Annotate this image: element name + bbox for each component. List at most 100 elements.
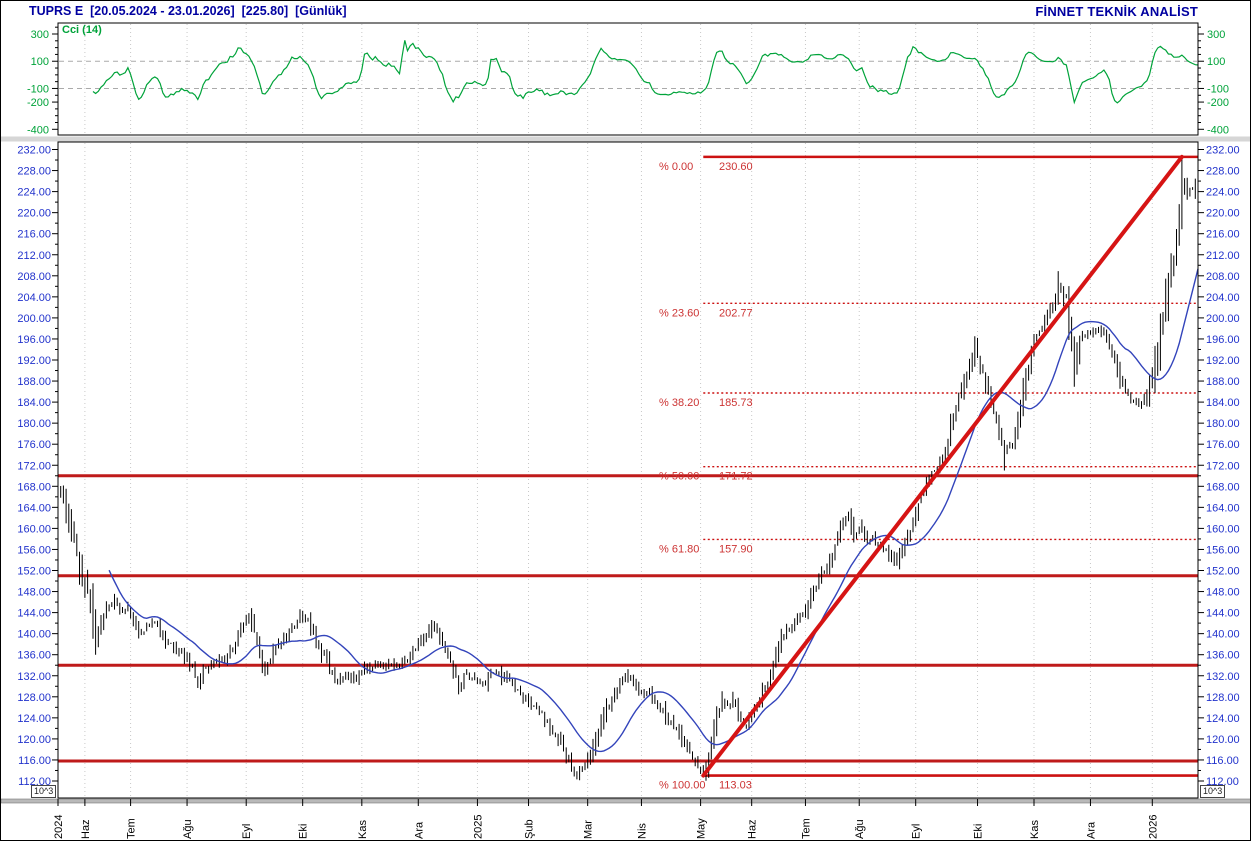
svg-text:132.00: 132.00 — [1206, 671, 1240, 683]
svg-text:212.00: 212.00 — [1206, 250, 1240, 262]
svg-text:2026: 2026 — [1147, 815, 1159, 839]
svg-text:Haz: Haz — [747, 819, 759, 839]
svg-text:128.00: 128.00 — [1206, 692, 1240, 704]
svg-text:220.00: 220.00 — [17, 208, 51, 220]
svg-text:176.00: 176.00 — [17, 439, 51, 451]
svg-text:192.00: 192.00 — [1206, 355, 1240, 367]
svg-text:212.00: 212.00 — [17, 250, 51, 262]
svg-text:204.00: 204.00 — [1206, 292, 1240, 304]
chart-title: TUPRS E [20.05.2024 - 23.01.2026] [225.8… — [29, 4, 347, 18]
svg-text:188.00: 188.00 — [17, 376, 51, 388]
cci-indicator-label: Cci (14) — [62, 24, 102, 36]
svg-text:208.00: 208.00 — [1206, 271, 1240, 283]
svg-text:180.00: 180.00 — [17, 418, 51, 430]
svg-text:300: 300 — [31, 29, 49, 41]
svg-text:196.00: 196.00 — [17, 334, 51, 346]
svg-text:300: 300 — [1207, 29, 1225, 41]
svg-text:216.00: 216.00 — [1206, 229, 1240, 241]
svg-text:Nis: Nis — [636, 823, 648, 839]
svg-text:140.00: 140.00 — [1206, 629, 1240, 641]
main-price-panel: % 0.00 230.60 % 23.60 202.77 % 38.20 185.73 % … — [57, 141, 1199, 799]
svg-text:160.00: 160.00 — [1206, 523, 1240, 535]
svg-text:-400: -400 — [27, 124, 49, 136]
svg-text:152.00: 152.00 — [1206, 566, 1240, 578]
svg-text:144.00: 144.00 — [1206, 608, 1240, 620]
svg-text:200.00: 200.00 — [17, 313, 51, 325]
svg-text:220.00: 220.00 — [1206, 208, 1240, 220]
svg-text:152.00: 152.00 — [17, 566, 51, 578]
svg-text:176.00: 176.00 — [1206, 439, 1240, 451]
svg-text:185.73: 185.73 — [719, 397, 753, 409]
svg-text:224.00: 224.00 — [1206, 187, 1240, 199]
svg-text:Ara: Ara — [1085, 821, 1097, 839]
svg-text:224.00: 224.00 — [17, 187, 51, 199]
svg-text:-100: -100 — [27, 83, 49, 95]
svg-text:Şub: Şub — [524, 819, 536, 839]
svg-text:156.00: 156.00 — [17, 544, 51, 556]
svg-text:230.60: 230.60 — [719, 161, 753, 173]
svg-text:Tem: Tem — [126, 818, 138, 839]
svg-text:168.00: 168.00 — [17, 481, 51, 493]
svg-text:232.00: 232.00 — [1206, 145, 1240, 157]
svg-text:Kas: Kas — [357, 820, 369, 839]
svg-text:232.00: 232.00 — [17, 145, 51, 157]
svg-text:128.00: 128.00 — [17, 692, 51, 704]
svg-text:-400: -400 — [1207, 124, 1229, 136]
svg-text:144.00: 144.00 — [17, 608, 51, 620]
svg-text:172.00: 172.00 — [17, 460, 51, 472]
svg-text:216.00: 216.00 — [17, 229, 51, 241]
svg-text:May: May — [696, 818, 708, 839]
svg-text:136.00: 136.00 — [1206, 650, 1240, 662]
svg-text:% 50.00: % 50.00 — [659, 471, 699, 483]
svg-text:124.00: 124.00 — [1206, 713, 1240, 725]
svg-text:148.00: 148.00 — [1206, 587, 1240, 599]
svg-text:Mar: Mar — [583, 820, 595, 839]
svg-text:164.00: 164.00 — [1206, 502, 1240, 514]
svg-text:% 61.80: % 61.80 — [659, 543, 699, 555]
svg-text:% 23.60: % 23.60 — [659, 307, 699, 319]
cci-panel — [57, 22, 1199, 136]
unit-scale-box-right: 10^3 — [1200, 785, 1226, 798]
svg-text:188.00: 188.00 — [1206, 376, 1240, 388]
svg-text:120.00: 120.00 — [1206, 734, 1240, 746]
svg-text:180.00: 180.00 — [1206, 418, 1240, 430]
svg-text:% 38.20: % 38.20 — [659, 397, 699, 409]
svg-text:228.00: 228.00 — [1206, 166, 1240, 178]
svg-text:2025: 2025 — [472, 815, 484, 839]
svg-text:Eki: Eki — [298, 824, 310, 839]
svg-text:192.00: 192.00 — [17, 355, 51, 367]
svg-text:204.00: 204.00 — [17, 292, 51, 304]
svg-text:140.00: 140.00 — [17, 629, 51, 641]
svg-text:208.00: 208.00 — [17, 271, 51, 283]
fibonacci-retracement: % 0.00 230.60 % 23.60 202.77 % 38.20 185.73 % … — [659, 155, 1198, 792]
svg-text:113.03: 113.03 — [719, 780, 752, 792]
ohlc-bars — [57, 156, 1199, 781]
svg-text:228.00: 228.00 — [17, 166, 51, 178]
svg-text:184.00: 184.00 — [17, 397, 51, 409]
svg-text:157.90: 157.90 — [719, 543, 753, 555]
svg-text:Ağu: Ağu — [854, 819, 866, 839]
svg-text:116.00: 116.00 — [1206, 755, 1239, 767]
svg-text:Tem: Tem — [800, 818, 812, 839]
svg-text:% 100.00: % 100.00 — [659, 780, 705, 792]
cci-line — [92, 40, 1199, 105]
svg-text:171.72: 171.72 — [719, 471, 753, 483]
svg-text:-200: -200 — [27, 97, 49, 109]
bottom-separator — [1, 798, 1250, 804]
svg-text:-200: -200 — [1207, 97, 1229, 109]
svg-text:Eki: Eki — [973, 824, 985, 839]
moving-average-line — [108, 268, 1199, 753]
svg-text:Eyl: Eyl — [911, 824, 923, 839]
svg-text:100: 100 — [1207, 56, 1225, 68]
title-bar: TUPRS E [20.05.2024 - 23.01.2026] [225.8… — [1, 3, 1250, 22]
svg-text:202.77: 202.77 — [719, 307, 753, 319]
svg-text:184.00: 184.00 — [1206, 397, 1240, 409]
svg-text:160.00: 160.00 — [17, 523, 51, 535]
svg-text:Haz: Haz — [80, 819, 92, 839]
svg-text:164.00: 164.00 — [17, 502, 51, 514]
svg-text:148.00: 148.00 — [17, 587, 51, 599]
svg-text:-100: -100 — [1207, 83, 1229, 95]
